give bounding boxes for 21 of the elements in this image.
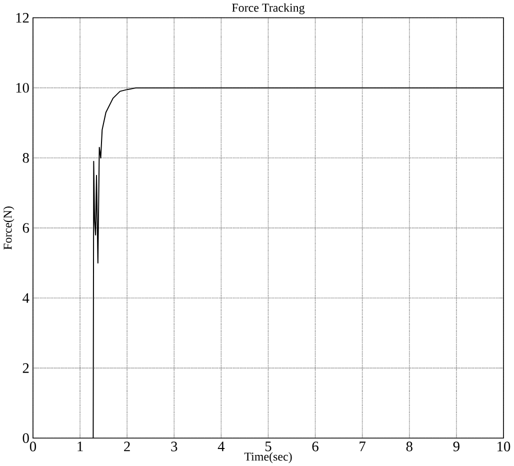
y-tick-label: 6: [22, 222, 30, 233]
y-tick-label: 2: [22, 363, 29, 373]
y-tick-label: 12: [16, 12, 29, 22]
y-tick-label: 8: [22, 152, 29, 163]
x-tick-label: 9: [453, 441, 460, 452]
x-tick-label: 4: [218, 441, 225, 451]
y-tick-label: 0: [22, 433, 29, 443]
x-tick-label: 6: [312, 441, 318, 452]
x-tick-label: 10: [498, 441, 510, 452]
x-tick-label: 7: [360, 441, 366, 451]
x-tick-label: 2: [124, 441, 130, 451]
x-tick-label: 5: [265, 441, 272, 452]
x-tick-label: 1: [78, 441, 83, 451]
chart-title: Force Tracking: [232, 3, 305, 14]
y-tick-label: 4: [22, 293, 30, 303]
x-tick-label: 0: [30, 441, 36, 452]
x-tick-label: 3: [171, 441, 178, 452]
x-axis-title: Time(sec): [244, 452, 292, 463]
y-tick-label: 10: [16, 82, 29, 92]
x-tick-label: 8: [406, 441, 412, 452]
y-axis-title: Force(N): [3, 206, 14, 250]
